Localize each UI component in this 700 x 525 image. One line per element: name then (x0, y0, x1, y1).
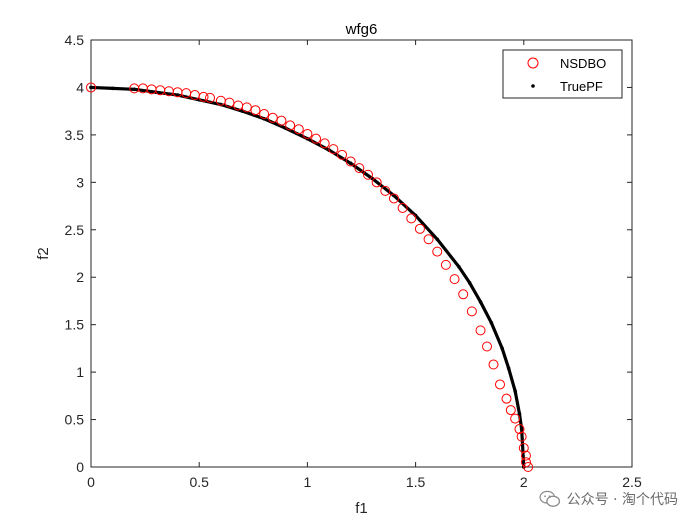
nsdbo-point (458, 289, 469, 300)
legend-box (502, 49, 623, 99)
nsdbo-point (494, 379, 505, 390)
truepf-point (132, 87, 137, 92)
nsdbo-point (354, 163, 365, 174)
nsdbo-point (319, 138, 330, 149)
truepf-point (110, 86, 115, 91)
nsdbo-point (86, 82, 96, 93)
axis-ticks: 0 0.5 1 1.5 2 2.5 0 0.5 1 1.5 2 2.5 3 3.5 4 4.5 (65, 32, 642, 490)
x-tick-label: 0 (87, 474, 95, 490)
truepf-point (197, 97, 201, 102)
nsdbo-point (337, 149, 348, 160)
legend-marker-nsdbo (527, 57, 539, 69)
nsdbo-point (205, 92, 216, 103)
nsdbo-point (198, 91, 209, 102)
nsdbo-point (380, 185, 391, 196)
nsdbo-point (328, 144, 339, 155)
y-tick-label: 3 (76, 174, 84, 190)
x-tick-label: 1.5 (406, 474, 426, 490)
nsdbo-point (449, 274, 460, 285)
nsdbo-point (518, 443, 529, 454)
series-nsdbo (86, 82, 534, 472)
y-tick-label: 4.5 (65, 32, 85, 48)
nsdbo-point (302, 128, 313, 139)
nsdbo-point (488, 359, 499, 370)
watermark: 公众号 · 淘个代码 (539, 489, 678, 509)
truepf-point (413, 213, 418, 218)
wechat-icon (539, 490, 560, 507)
nsdbo-point (406, 213, 417, 224)
nsdbo-point (501, 393, 512, 404)
nsdbo-point (371, 177, 382, 188)
nsdbo-point (516, 431, 527, 442)
truepf-point (500, 346, 504, 351)
x-tick-label: 2.5 (622, 474, 642, 490)
x-tick-label: 0.5 (189, 474, 209, 490)
truepf-point (219, 102, 223, 107)
truepf-point (175, 93, 180, 97)
nsdbo-point (414, 223, 425, 234)
truepf-point (392, 193, 396, 198)
nsdbo-point (362, 169, 373, 180)
nsdbo-point (466, 306, 477, 317)
x-tick-label: 2 (520, 474, 528, 490)
y-tick-label: 3.5 (65, 127, 85, 143)
nsdbo-point (520, 457, 531, 468)
legend-marker-truepf (531, 84, 535, 88)
truepf-point (89, 85, 93, 90)
nsdbo-point (423, 234, 434, 245)
nsdbo-point (285, 120, 296, 131)
nsdbo-point (523, 462, 534, 472)
nsdbo-point (224, 97, 235, 108)
nsdbo-point (345, 156, 356, 167)
y-axis-label: f2 (35, 247, 52, 260)
nsdbo-point (514, 424, 525, 435)
truepf-point (489, 320, 494, 325)
x-axis-label: f1 (355, 500, 368, 517)
y-tick-label: 4 (76, 79, 84, 95)
nsdbo-point (311, 133, 322, 144)
truepf-point (506, 366, 511, 371)
legend: NSDBO TruePF (502, 49, 623, 99)
watermark-text: 公众号 · 淘个代码 (566, 492, 678, 508)
y-tick-label: 1 (76, 364, 84, 380)
nsdbo-point (475, 325, 486, 336)
nsdbo-point (267, 112, 278, 123)
y-tick-label: 0.5 (65, 412, 85, 428)
nsdbo-point (482, 341, 493, 352)
x-tick-label: 1 (304, 474, 312, 490)
truepf-point (435, 237, 440, 242)
nsdbo-point (276, 115, 287, 126)
truepf-point (517, 412, 522, 416)
nsdbo-point (241, 102, 252, 113)
nsdbo-point (388, 193, 399, 204)
chart-title: wfg6 (345, 21, 378, 38)
nsdbo-point (520, 450, 531, 461)
nsdbo-point (440, 259, 451, 270)
nsdbo-point (293, 124, 304, 135)
y-tick-label: 0 (76, 459, 84, 475)
nsdbo-point (432, 246, 443, 257)
truepf-point (348, 161, 353, 166)
y-tick-label: 2.5 (65, 222, 85, 238)
y-tick-label: 1.5 (65, 317, 85, 333)
legend-label-truepf: TruePF (560, 79, 603, 94)
truepf-point (519, 427, 524, 431)
nsdbo-point (397, 202, 408, 213)
nsdbo-point (505, 405, 516, 416)
nsdbo-point (250, 105, 261, 116)
truepf-point (478, 300, 483, 304)
plot-area (90, 39, 633, 468)
y-tick-label: 2 (76, 269, 84, 285)
truepf-point (283, 126, 288, 131)
nsdbo-point (259, 109, 270, 120)
truepf-point (467, 281, 472, 285)
truepf-point (513, 389, 517, 393)
legend-label-nsdbo: NSDBO (560, 56, 606, 71)
truepf-point (457, 264, 461, 269)
nsdbo-point (510, 413, 521, 424)
